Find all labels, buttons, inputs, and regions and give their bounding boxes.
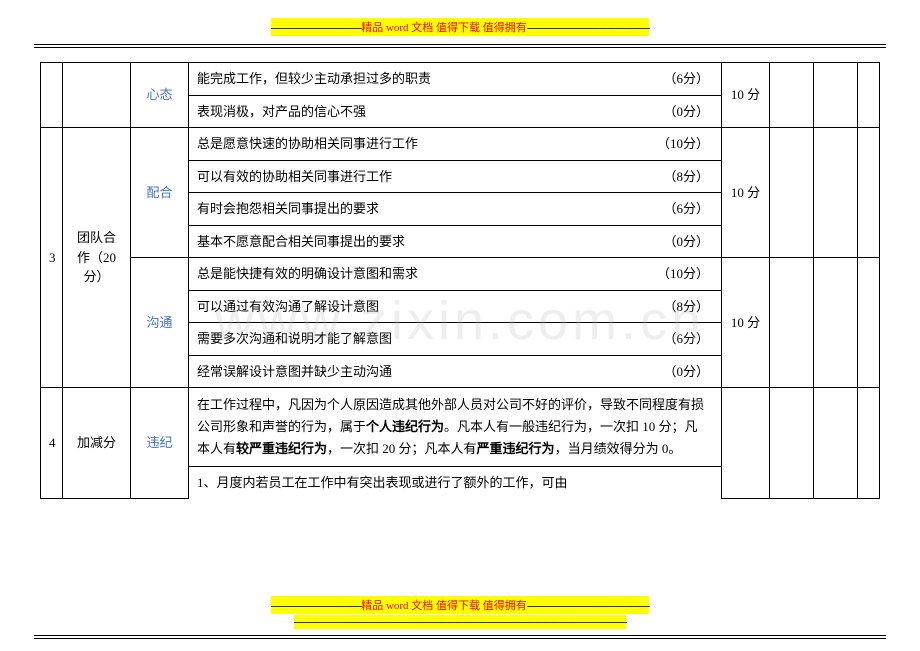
comm-pts: 10 分: [722, 258, 770, 388]
bonus-sub: 违纪: [131, 388, 189, 499]
banner-label: 精品 word 文档 值得下载 值得拥有: [361, 22, 527, 34]
footer-highlight-2: ----------------------------------------…: [294, 615, 627, 629]
comm-s2: （8分）: [663, 297, 709, 317]
f-dash-left: ----------------------------------: [271, 600, 362, 612]
mind-pts: 10 分: [722, 63, 770, 128]
violation-cell: 在工作过程中，凡因为个人原因造成其他外部人员对公司不好的评价，导致不同程度有损公…: [189, 388, 722, 467]
table-row: 沟通 总是能快捷有效的明确设计意图和需求（10分） 10 分: [41, 258, 880, 291]
coop-d3: 有时会抱怨相关同事提出的要求: [197, 201, 379, 216]
v-b2: 较严重违纪行为: [236, 441, 327, 456]
table-row: 4 加减分 违纪 在工作过程中，凡因为个人原因造成其他外部人员对公司不好的评价，…: [41, 388, 880, 467]
footer: ----------------------------------精品 wor…: [34, 596, 886, 639]
mind-d2: 表现消极，对产品的信心不强: [197, 104, 366, 119]
v-end: ，当月绩效得分为 0。: [555, 441, 682, 456]
bonus-idx: 4: [41, 388, 63, 499]
team-idx: 3: [41, 128, 63, 388]
bonus-cat: 加减分: [63, 388, 131, 499]
coop-s3: （6分）: [663, 199, 709, 219]
team-cat: 团队合作（20 分）: [63, 128, 131, 388]
comm-d3: 需要多次沟通和说明才能了解意图: [197, 331, 392, 346]
comm-d4: 经常误解设计意图并缺少主动沟通: [197, 364, 392, 379]
dash-left: ----------------------------------: [271, 22, 362, 34]
content: 心态 能完成工作，但较少主动承担过多的职责 （6分） 10 分 表现消极，对产品的…: [34, 56, 886, 499]
v-b1: 个人违纪行为: [366, 419, 444, 434]
dash-right: ----------------------------------------…: [527, 22, 650, 34]
coop-d2: 可以有效的协助相关同事进行工作: [197, 169, 392, 184]
mind-d1: 能完成工作，但较少主动承担过多的职责: [197, 71, 431, 86]
coop-sub: 配合: [131, 128, 189, 258]
f-dash-only: ----------------------------------------…: [294, 616, 627, 628]
extra-cell: 1、月度内若员工在工作中有突出表现或进行了额外的工作，可由: [189, 467, 722, 499]
coop-s1: （10分）: [657, 134, 709, 154]
header: ----------------------------------精品 wor…: [34, 18, 886, 48]
coop-s4: （0分）: [663, 232, 709, 252]
comm-sub: 沟通: [131, 258, 189, 388]
coop-d1: 总是愿意快速的协助相关同事进行工作: [197, 136, 418, 151]
table-row: 3 团队合作（20 分） 配合 总是愿意快速的协助相关同事进行工作（10分） 1…: [41, 128, 880, 161]
footer-highlight-1: ----------------------------------精品 wor…: [271, 596, 650, 614]
comm-d1: 总是能快捷有效的明确设计意图和需求: [197, 266, 418, 281]
v-mid2: ，一次扣 20 分；凡本人有: [327, 441, 477, 456]
f-dash-right: ----------------------------------------…: [527, 600, 650, 612]
comm-d2: 可以通过有效沟通了解设计意图: [197, 299, 379, 314]
coop-s2: （8分）: [663, 167, 709, 187]
comm-s1: （10分）: [657, 264, 709, 284]
coop-d4: 基本不愿意配合相关同事提出的要求: [197, 234, 405, 249]
v-b3: 严重违纪行为: [477, 441, 555, 456]
mind-sub: 心态: [131, 63, 189, 128]
page-root: ----------------------------------精品 wor…: [0, 0, 920, 651]
coop-pts: 10 分: [722, 128, 770, 258]
mind-s2: （0分）: [663, 102, 709, 122]
f-banner-label: 精品 word 文档 值得下载 值得拥有: [361, 600, 527, 612]
comm-s3: （6分）: [663, 329, 709, 349]
comm-s4: （0分）: [663, 362, 709, 382]
evaluation-table: 心态 能完成工作，但较少主动承担过多的职责 （6分） 10 分 表现消极，对产品的…: [40, 62, 880, 499]
table-row: 心态 能完成工作，但较少主动承担过多的职责（6分） 10 分: [41, 63, 880, 96]
header-highlight: ----------------------------------精品 wor…: [271, 18, 650, 36]
mind-s1: （6分）: [663, 69, 709, 89]
